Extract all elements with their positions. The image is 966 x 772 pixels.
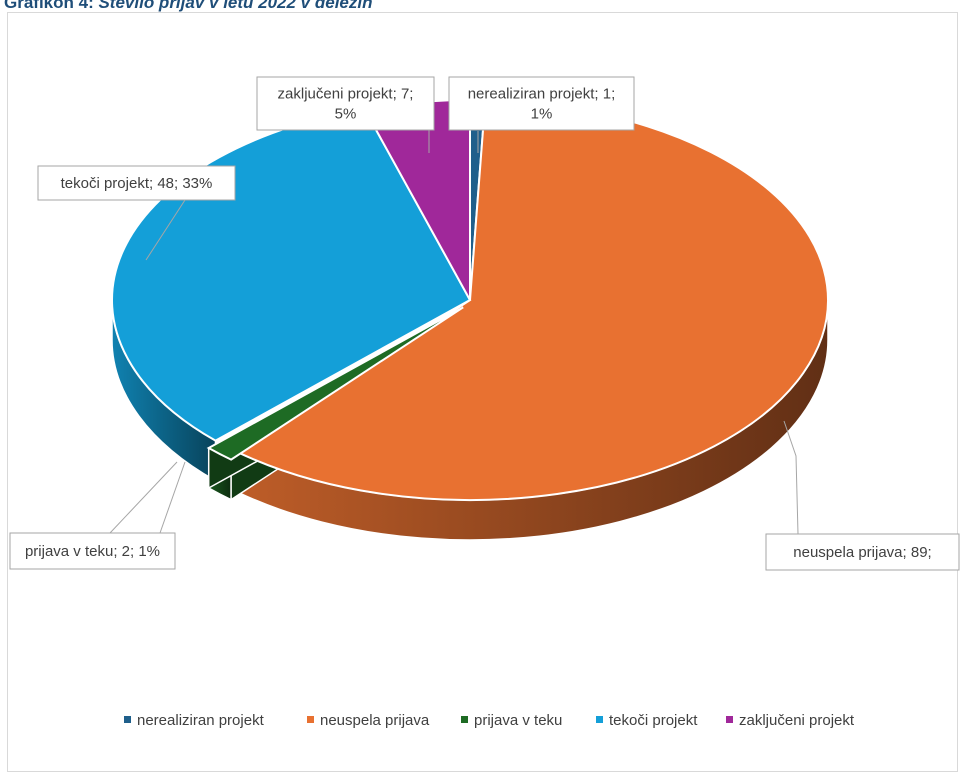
data-label-text: 1% bbox=[531, 106, 553, 123]
leader-line bbox=[783, 420, 845, 535]
legend-swatch bbox=[461, 716, 468, 723]
legend: nerealiziran projekt neuspela prijava prij… bbox=[124, 712, 855, 729]
data-label-prijava-v-teku: prijava v teku; 2; 1% bbox=[9, 461, 186, 570]
leader-line bbox=[109, 461, 178, 534]
legend-item-tekoci-projekt: tekoči projekt bbox=[596, 712, 698, 729]
data-label-box bbox=[765, 533, 960, 571]
caption-title: Število prijav v letu 2022 v deležih bbox=[98, 0, 373, 12]
data-label-box bbox=[9, 532, 176, 570]
data-label-text: tekoči projekt; 48; 33% bbox=[61, 175, 213, 192]
caption-prefix: Grafikon 4: bbox=[4, 0, 99, 12]
legend-item-neuspela-prijava: neuspela prijava bbox=[307, 712, 430, 729]
data-label-text: prijava v teku; 2; 1% bbox=[25, 543, 160, 560]
data-label-nerealiziran-projekt: nerealiziran projekt; 1; 1% bbox=[448, 76, 635, 153]
legend-label: neuspela prijava bbox=[320, 712, 430, 729]
data-label-box bbox=[448, 76, 635, 131]
figure-caption: Grafikon 4: Število prijav v letu 2022 v… bbox=[4, 0, 372, 13]
legend-item-zakljuceni-projekt: zaključeni projekt bbox=[726, 712, 855, 729]
legend-label: tekoči projekt bbox=[609, 712, 698, 729]
legend-label: prijava v teku bbox=[474, 712, 562, 729]
pie-slices bbox=[111, 98, 829, 501]
legend-swatch bbox=[307, 716, 314, 723]
data-label-zakljuceni-projekt: zaključeni projekt; 7; 5% bbox=[256, 76, 435, 153]
leader-line bbox=[159, 461, 186, 534]
data-label-box bbox=[256, 76, 435, 131]
pie-slice-neuspela-prijava bbox=[235, 99, 829, 501]
data-label-text: zaključeni projekt; 7; bbox=[278, 86, 414, 103]
data-label-box bbox=[37, 165, 236, 201]
data-label-neuspela-prijava: neuspela prijava; 89; bbox=[765, 420, 960, 571]
legend-swatch bbox=[124, 716, 131, 723]
legend-label: nerealiziran projekt bbox=[137, 712, 265, 729]
data-label-text: nerealiziran projekt; 1; bbox=[468, 86, 616, 103]
data-label-text: 5% bbox=[335, 106, 357, 123]
legend-label: zaključeni projekt bbox=[739, 712, 855, 729]
data-label-text: neuspela prijava; 89; bbox=[793, 544, 931, 561]
legend-swatch bbox=[726, 716, 733, 723]
data-labels: nerealiziran projekt; 1; 1% neuspela prija… bbox=[9, 76, 960, 571]
legend-item-nerealiziran-projekt: nerealiziran projekt bbox=[124, 712, 265, 729]
pie-slice-prijava-v-teku bbox=[206, 306, 464, 461]
legend-swatch bbox=[596, 716, 603, 723]
data-label-tekoci-projekt: tekoči projekt; 48; 33% bbox=[37, 165, 236, 261]
legend-item-prijava-v-teku: prijava v teku bbox=[461, 712, 562, 729]
